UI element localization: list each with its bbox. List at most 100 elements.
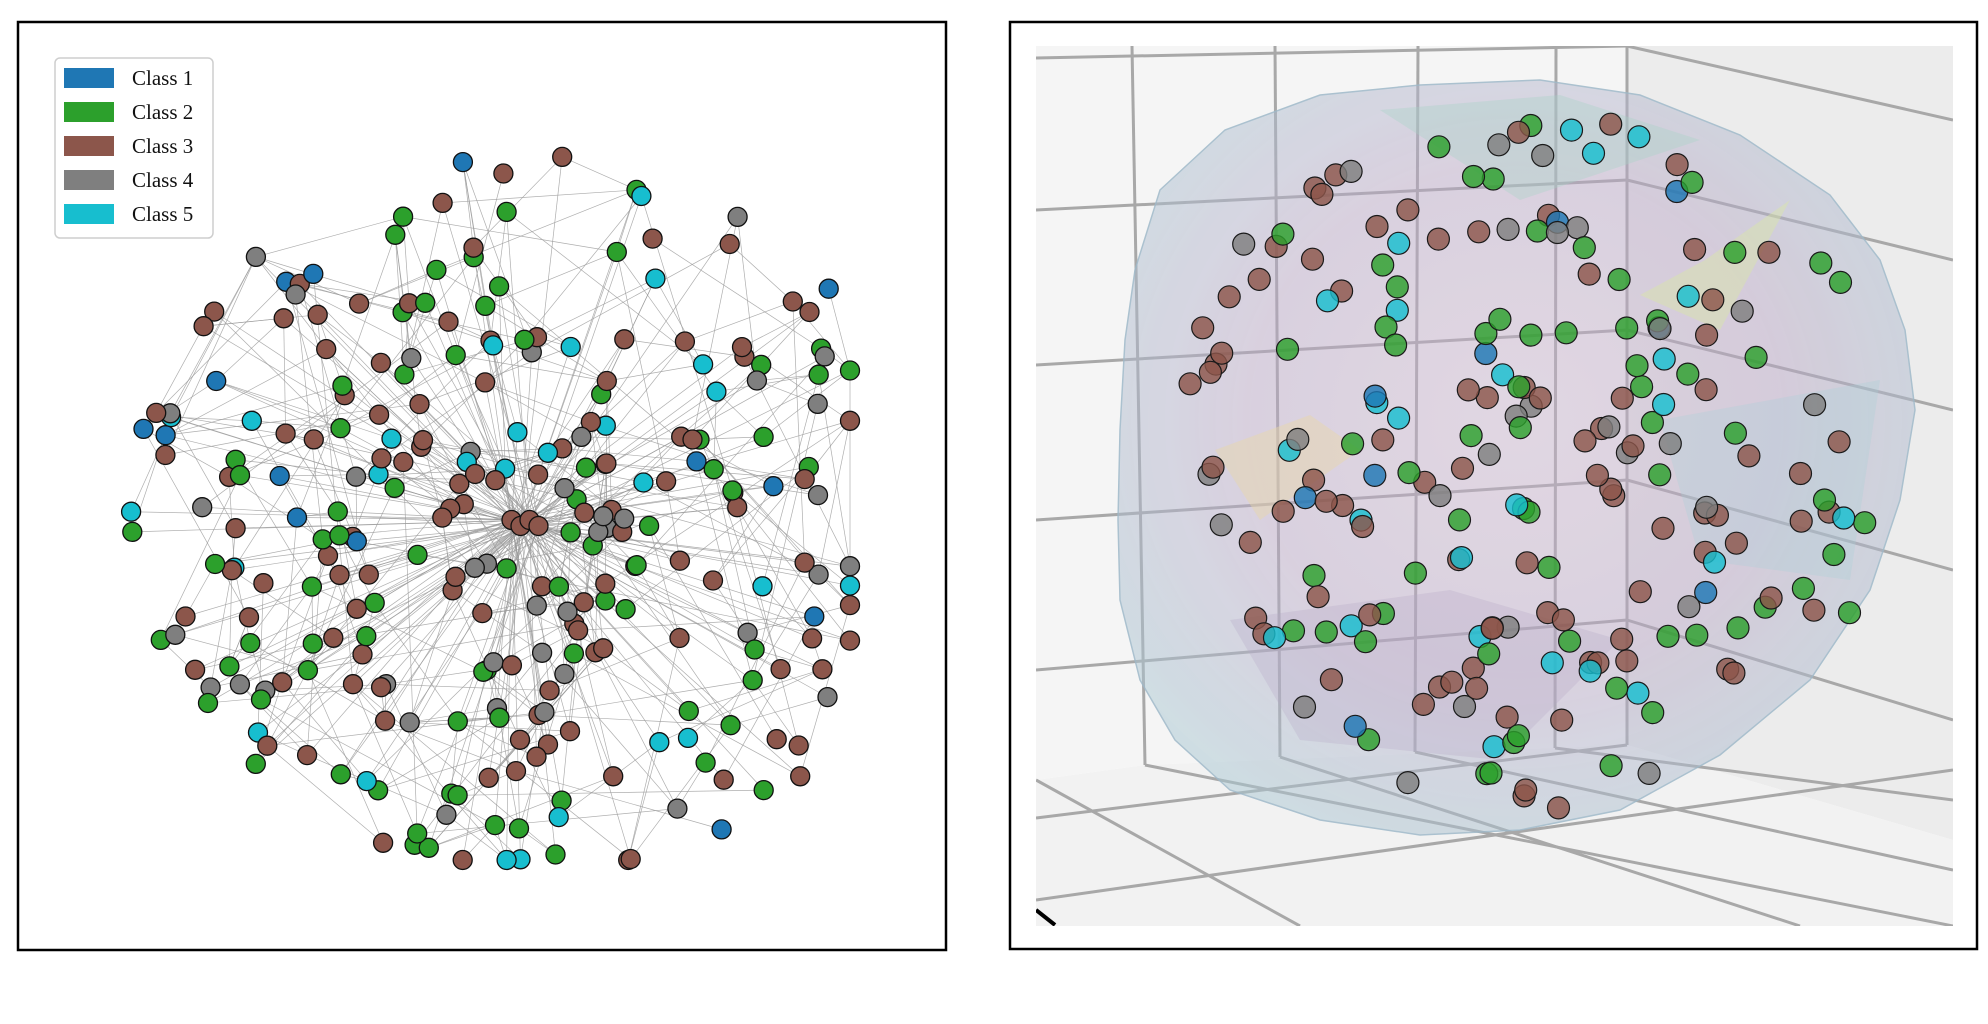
graph-node-class-3 [253,573,274,594]
graph-edge [239,586,313,685]
graph-node-class-1 [818,278,839,299]
3d-point-class-2 [1791,576,1816,601]
3d-point-class-3 [1788,461,1813,486]
legend-swatch-class-4 [64,170,114,190]
graph-edge [713,469,755,650]
3d-point-class-5 [1315,289,1340,313]
3d-point-class-3 [1247,267,1271,291]
graph-edge [627,742,660,861]
graph-node-class-2 [488,276,510,297]
graph-node-class-3 [539,680,560,701]
3d-point-class-5 [1626,681,1650,705]
graph-edge [636,356,825,566]
graph-edge [696,461,754,681]
graph-node-class-4 [839,556,861,577]
3d-point-class-3 [1610,386,1634,410]
graph-edge [215,317,284,382]
graph-edge [506,211,704,365]
3d-point-class-3 [1515,551,1539,575]
graph-node-class-3 [770,658,791,680]
graph-edge [170,256,257,418]
3d-point-class-2 [1599,754,1623,778]
graph-node-class-4 [746,370,768,391]
3d-point-class-2 [1353,630,1378,654]
graph-edge [337,511,512,521]
graph-edge [340,256,474,429]
graph-node-class-4 [192,497,213,518]
graph-node-class-3 [567,620,589,641]
graph-node-class-4 [614,508,635,529]
graph-node-class-5 [649,732,670,753]
graph-nodes [120,146,861,871]
graph-node-class-5 [631,185,652,207]
3d-point-class-4 [1339,159,1363,183]
graph-edge [562,156,637,191]
graph-edge [511,519,823,670]
graph-node-class-3 [175,606,196,627]
3d-point-class-3 [1599,112,1623,136]
graph-node-class-2 [744,639,765,660]
3d-point-class-1 [1293,486,1317,510]
3d-point-class-3 [1191,316,1215,340]
3d-point-class-1 [1343,714,1367,738]
graph-edge [494,525,521,826]
hull-facet-1 [1215,415,1360,520]
graph-node-class-3 [839,630,861,651]
graph-node-class-3 [574,502,595,523]
3d-point-class-3 [1682,237,1707,262]
graph-edge [165,256,257,456]
graph-edge [169,256,257,414]
graph-node-class-2 [595,590,616,611]
3d-point-class-3 [1464,676,1489,700]
graph-node-class-4 [817,686,838,708]
graph-edge [584,512,637,566]
graph-edge [385,684,447,815]
3d-point-class-4 [1694,495,1719,519]
3d-point-class-5 [1387,231,1411,255]
graph-edge [687,679,753,739]
graph-edge [231,525,521,571]
graph-edge [763,370,851,438]
graph-node-class-3 [370,352,392,374]
graph-edge [409,590,453,723]
3d-point-class-5 [1490,363,1515,387]
graph-node-class-3 [449,473,470,494]
graph-node-class-3 [719,233,740,255]
graph-edge [455,355,530,521]
graph-edge [356,525,521,542]
3d-point-class-3 [1310,182,1334,206]
3d-point-class-1 [1694,580,1718,605]
graph-edge [529,490,733,521]
network-graph-panel: Class 1 Class 2 Class 3 Class 4 Class 5 [16,20,948,952]
3d-point-class-2 [1726,616,1750,640]
graph-edge [624,506,738,519]
graph-edge [417,808,678,834]
graph-node-class-3 [146,402,167,424]
graph-node-class-5 [356,770,377,792]
graph-node-class-3 [596,453,617,474]
graph-edge [312,605,537,644]
graph-edge [455,354,607,382]
graph-node-class-2 [484,814,506,836]
3d-point-class-3 [1665,153,1689,177]
3d-point-class-2 [1572,236,1596,260]
graph-node-class-5 [706,381,727,402]
3d-points [1178,112,1877,820]
graph-node-class-3 [204,301,225,322]
3d-point-class-2 [1537,555,1561,580]
graph-edge [285,433,339,512]
graph-edge [529,216,738,521]
graph-node-class-2 [250,689,272,710]
graph-node-class-3 [272,672,293,693]
3d-point-class-3 [1615,649,1639,673]
graph-edge [340,427,404,463]
graph-node-class-3 [307,304,328,325]
graph-node-class-4 [531,642,553,663]
graph-node-class-1 [686,451,707,472]
graph-edge [428,824,496,849]
3d-point-class-3 [1314,489,1338,513]
3d-point-class-3 [1514,778,1538,802]
graph-node-class-5 [120,501,142,522]
3d-point-class-2 [1812,488,1837,512]
graph-edge [524,195,642,341]
